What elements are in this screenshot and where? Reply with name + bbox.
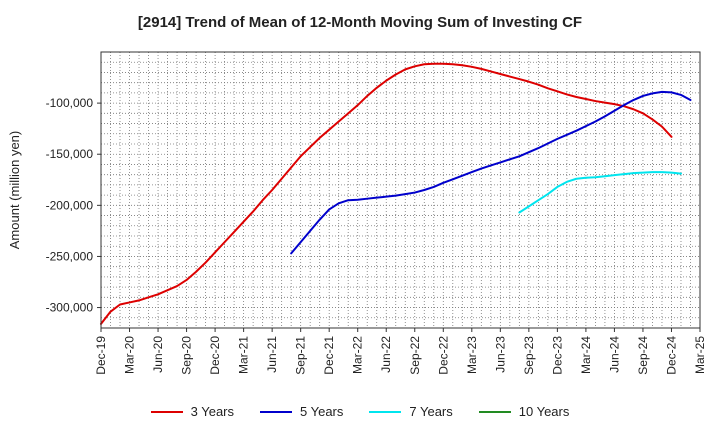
legend-item: 5 Years xyxy=(260,404,343,419)
x-tick-label: Dec-23 xyxy=(550,336,564,375)
y-tick-label: -100,000 xyxy=(46,96,94,110)
x-tick-label: Mar-23 xyxy=(465,336,479,374)
x-tick-label: Mar-25 xyxy=(693,336,707,374)
series-layer xyxy=(100,62,692,325)
x-tick-label: Jun-22 xyxy=(379,336,393,373)
y-tick-label: -300,000 xyxy=(46,301,94,315)
series-line-3-years xyxy=(100,62,673,325)
x-tick-label: Mar-20 xyxy=(123,336,137,374)
x-tick-label: Mar-24 xyxy=(579,336,593,374)
grid xyxy=(101,52,700,328)
legend-label: 3 Years xyxy=(190,404,234,419)
x-tick-label: Dec-19 xyxy=(94,336,108,375)
x-tick-label: Jun-24 xyxy=(607,336,621,373)
legend-label: 5 Years xyxy=(300,404,344,419)
legend: 3 Years 5 Years 7 Years 10 Years xyxy=(0,404,720,419)
legend-swatch xyxy=(478,410,511,413)
x-tick-label: Jun-20 xyxy=(151,336,165,373)
x-tick-label: Mar-21 xyxy=(237,336,251,374)
y-tick-label: -200,000 xyxy=(46,198,94,212)
legend-label: 10 Years xyxy=(518,404,570,419)
x-tick-label: Dec-20 xyxy=(208,336,222,375)
y-tick-label: -250,000 xyxy=(46,249,94,263)
x-axis: Dec-19 Mar-20 Jun-20 Sep-20 Dec-20 Mar-21 Jun-… xyxy=(94,328,707,375)
legend-item: 10 Years xyxy=(478,404,570,419)
x-tick-label: Dec-21 xyxy=(322,336,336,375)
legend-item: 3 Years xyxy=(150,404,234,419)
x-tick-label: Sep-20 xyxy=(180,336,194,375)
series-line-5-years xyxy=(290,90,692,255)
legend-swatch xyxy=(369,410,402,413)
x-tick-label: Dec-22 xyxy=(436,336,450,375)
plot-frame xyxy=(100,51,701,329)
y-axis: -100,000 -150,000 -200,000 -250,000 -300,000 xyxy=(46,96,101,315)
x-tick-label: Sep-21 xyxy=(294,336,308,375)
legend-swatch xyxy=(150,410,183,413)
y-tick-label: -150,000 xyxy=(46,147,94,161)
legend-swatch xyxy=(260,410,292,413)
y-axis-label: Amount (million yen) xyxy=(7,131,22,250)
x-tick-label: Sep-23 xyxy=(522,336,536,375)
series-line-7-years xyxy=(518,171,682,214)
x-tick-label: Jun-21 xyxy=(265,336,279,373)
legend-label: 7 Years xyxy=(409,404,453,419)
x-tick-label: Sep-24 xyxy=(636,336,650,375)
chart-title: [2914] Trend of Mean of 12-Month Moving … xyxy=(137,14,583,31)
x-tick-label: Mar-22 xyxy=(351,336,365,374)
x-tick-label: Dec-24 xyxy=(664,336,678,375)
x-tick-label: Jun-23 xyxy=(493,336,507,373)
legend-item: 7 Years xyxy=(369,404,453,419)
x-tick-label: Sep-22 xyxy=(408,336,422,375)
